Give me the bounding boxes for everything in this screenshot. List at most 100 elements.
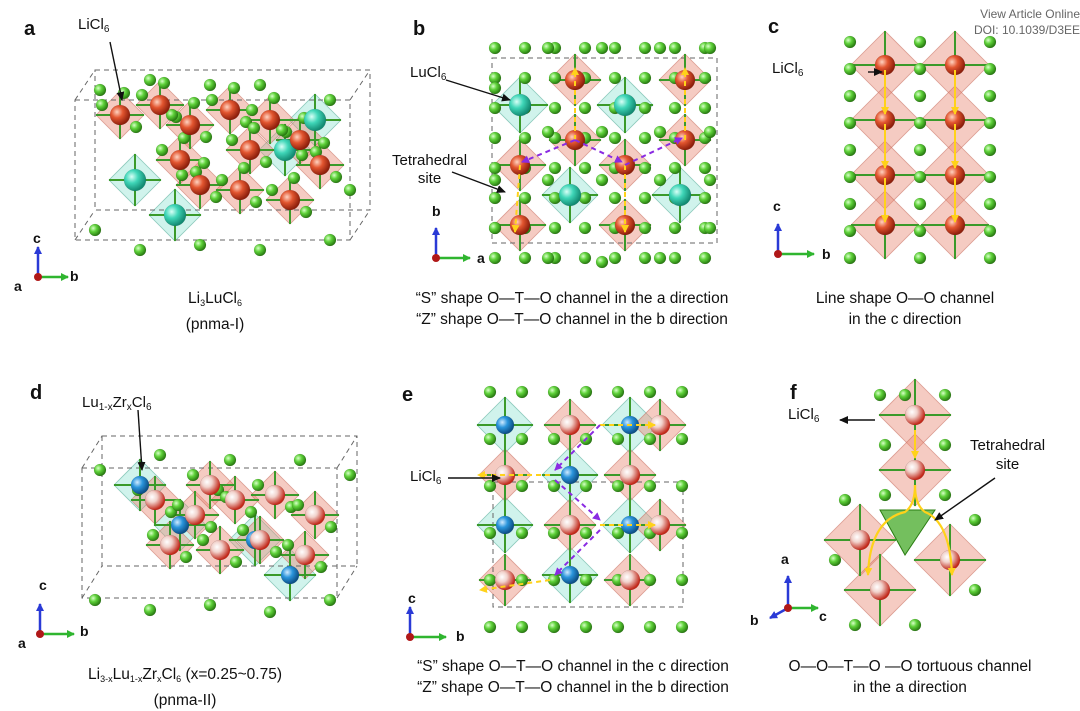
- chlorine-atom: [579, 479, 593, 493]
- axis-label-d-out: a: [18, 635, 26, 651]
- zirconium-atom: [170, 515, 190, 535]
- chlorine-atom: [253, 78, 267, 92]
- lithium-atom: [259, 109, 281, 131]
- chlorine-atom: [675, 620, 689, 634]
- chlorine-atom: [843, 62, 857, 76]
- chlorine-atom: [913, 170, 927, 184]
- chlorine-atom: [548, 101, 562, 115]
- chlorine-atom: [203, 598, 217, 612]
- lithium-atom: [209, 539, 231, 561]
- chlorine-atom: [203, 78, 217, 92]
- chlorine-atom: [698, 161, 712, 175]
- chlorine-atom: [638, 161, 652, 175]
- chlorine-atom: [843, 170, 857, 184]
- chlorine-atom: [293, 453, 307, 467]
- unit-cell-edge: [491, 57, 718, 244]
- chlorine-atom: [908, 618, 922, 632]
- chlorine-atom: [209, 190, 223, 204]
- chlorine-atom: [133, 243, 147, 257]
- chlorine-atom: [518, 191, 532, 205]
- chlorine-atom: [828, 553, 842, 567]
- chlorine-atom: [541, 125, 555, 139]
- channel-arrow-yellow: [511, 164, 521, 233]
- chlorine-atom: [143, 73, 157, 87]
- chlorine-atom: [155, 143, 169, 157]
- lithium-atom: [904, 404, 926, 426]
- lithium-atom: [309, 154, 331, 176]
- chlorine-atom: [578, 101, 592, 115]
- chlorine-atom: [611, 479, 625, 493]
- chlorine-atom: [483, 526, 497, 540]
- lithium-atom: [649, 414, 671, 436]
- lutetium-atom: [668, 183, 692, 207]
- chlorine-atom: [983, 251, 997, 265]
- chlorine-atom: [515, 385, 529, 399]
- chlorine-atom: [518, 41, 532, 55]
- chlorine-atom: [265, 183, 279, 197]
- chlorine-atom: [88, 223, 102, 237]
- chlorine-atom: [205, 93, 219, 107]
- chlorine-atom: [259, 155, 273, 169]
- chlorine-atom: [643, 573, 657, 587]
- chlorine-atom: [215, 173, 229, 187]
- chlorine-atom: [983, 197, 997, 211]
- chlorine-atom: [483, 620, 497, 634]
- panel-label-b: b: [413, 18, 426, 40]
- chlorine-atom: [143, 603, 157, 617]
- axis-out-dot: [774, 250, 782, 258]
- chlorine-atom: [175, 168, 189, 182]
- chlorine-atom: [223, 453, 237, 467]
- chlorine-atom: [317, 136, 331, 150]
- chlorine-atom: [595, 255, 609, 269]
- chlorine-atom: [95, 98, 109, 112]
- chlorine-atom: [204, 520, 218, 534]
- chlorine-atom: [324, 520, 338, 534]
- chlorine-atom: [229, 555, 243, 569]
- axis-out-dot: [432, 254, 440, 262]
- unit-cell-edge: [81, 435, 103, 469]
- chlorine-atom: [638, 191, 652, 205]
- chlorine-atom: [938, 488, 952, 502]
- chlorine-atom: [983, 224, 997, 238]
- chlorine-atom: [488, 161, 502, 175]
- lithium-atom: [149, 94, 171, 116]
- lutetium-atom: [163, 203, 187, 227]
- chlorine-atom: [698, 101, 712, 115]
- chlorine-atom: [878, 488, 892, 502]
- chlorine-atom: [153, 448, 167, 462]
- view-article-online-link[interactable]: View Article Online: [980, 7, 1080, 21]
- chlorine-atom: [165, 108, 179, 122]
- chlorine-atom: [314, 560, 328, 574]
- chlorine-atom: [547, 432, 561, 446]
- chlorine-atom: [578, 221, 592, 235]
- lithium-atom: [169, 149, 191, 171]
- chlorine-atom: [843, 143, 857, 157]
- chlorine-atom: [541, 251, 555, 265]
- chlorine-atom: [299, 205, 313, 219]
- chlorine-atom: [983, 89, 997, 103]
- chlorine-atom: [703, 125, 717, 139]
- chlorine-atom: [488, 101, 502, 115]
- chlorine-atom: [515, 432, 529, 446]
- chlorine-atom: [488, 191, 502, 205]
- chlorine-atom: [251, 478, 265, 492]
- axis-out-dot: [406, 633, 414, 641]
- lithium-atom: [849, 529, 871, 551]
- lithium-atom: [189, 174, 211, 196]
- axis-label-f-up: a: [781, 551, 789, 567]
- chlorine-atom: [343, 468, 357, 482]
- chlorine-atom: [515, 526, 529, 540]
- annotation-a-licl6: LiCl6: [78, 16, 110, 35]
- chlorine-atom: [135, 88, 149, 102]
- lutetium-atom: [273, 138, 297, 162]
- chlorine-atom: [898, 388, 912, 402]
- lithium-atom: [184, 504, 206, 526]
- axis-out-dot: [34, 273, 42, 281]
- unit-cell-edge: [81, 565, 103, 599]
- chlorine-atom: [653, 41, 667, 55]
- lithium-atom: [559, 514, 581, 536]
- chlorine-atom: [295, 148, 309, 162]
- chlorine-atom: [488, 41, 502, 55]
- panel-label-f: f: [790, 382, 797, 404]
- chlorine-atom: [843, 251, 857, 265]
